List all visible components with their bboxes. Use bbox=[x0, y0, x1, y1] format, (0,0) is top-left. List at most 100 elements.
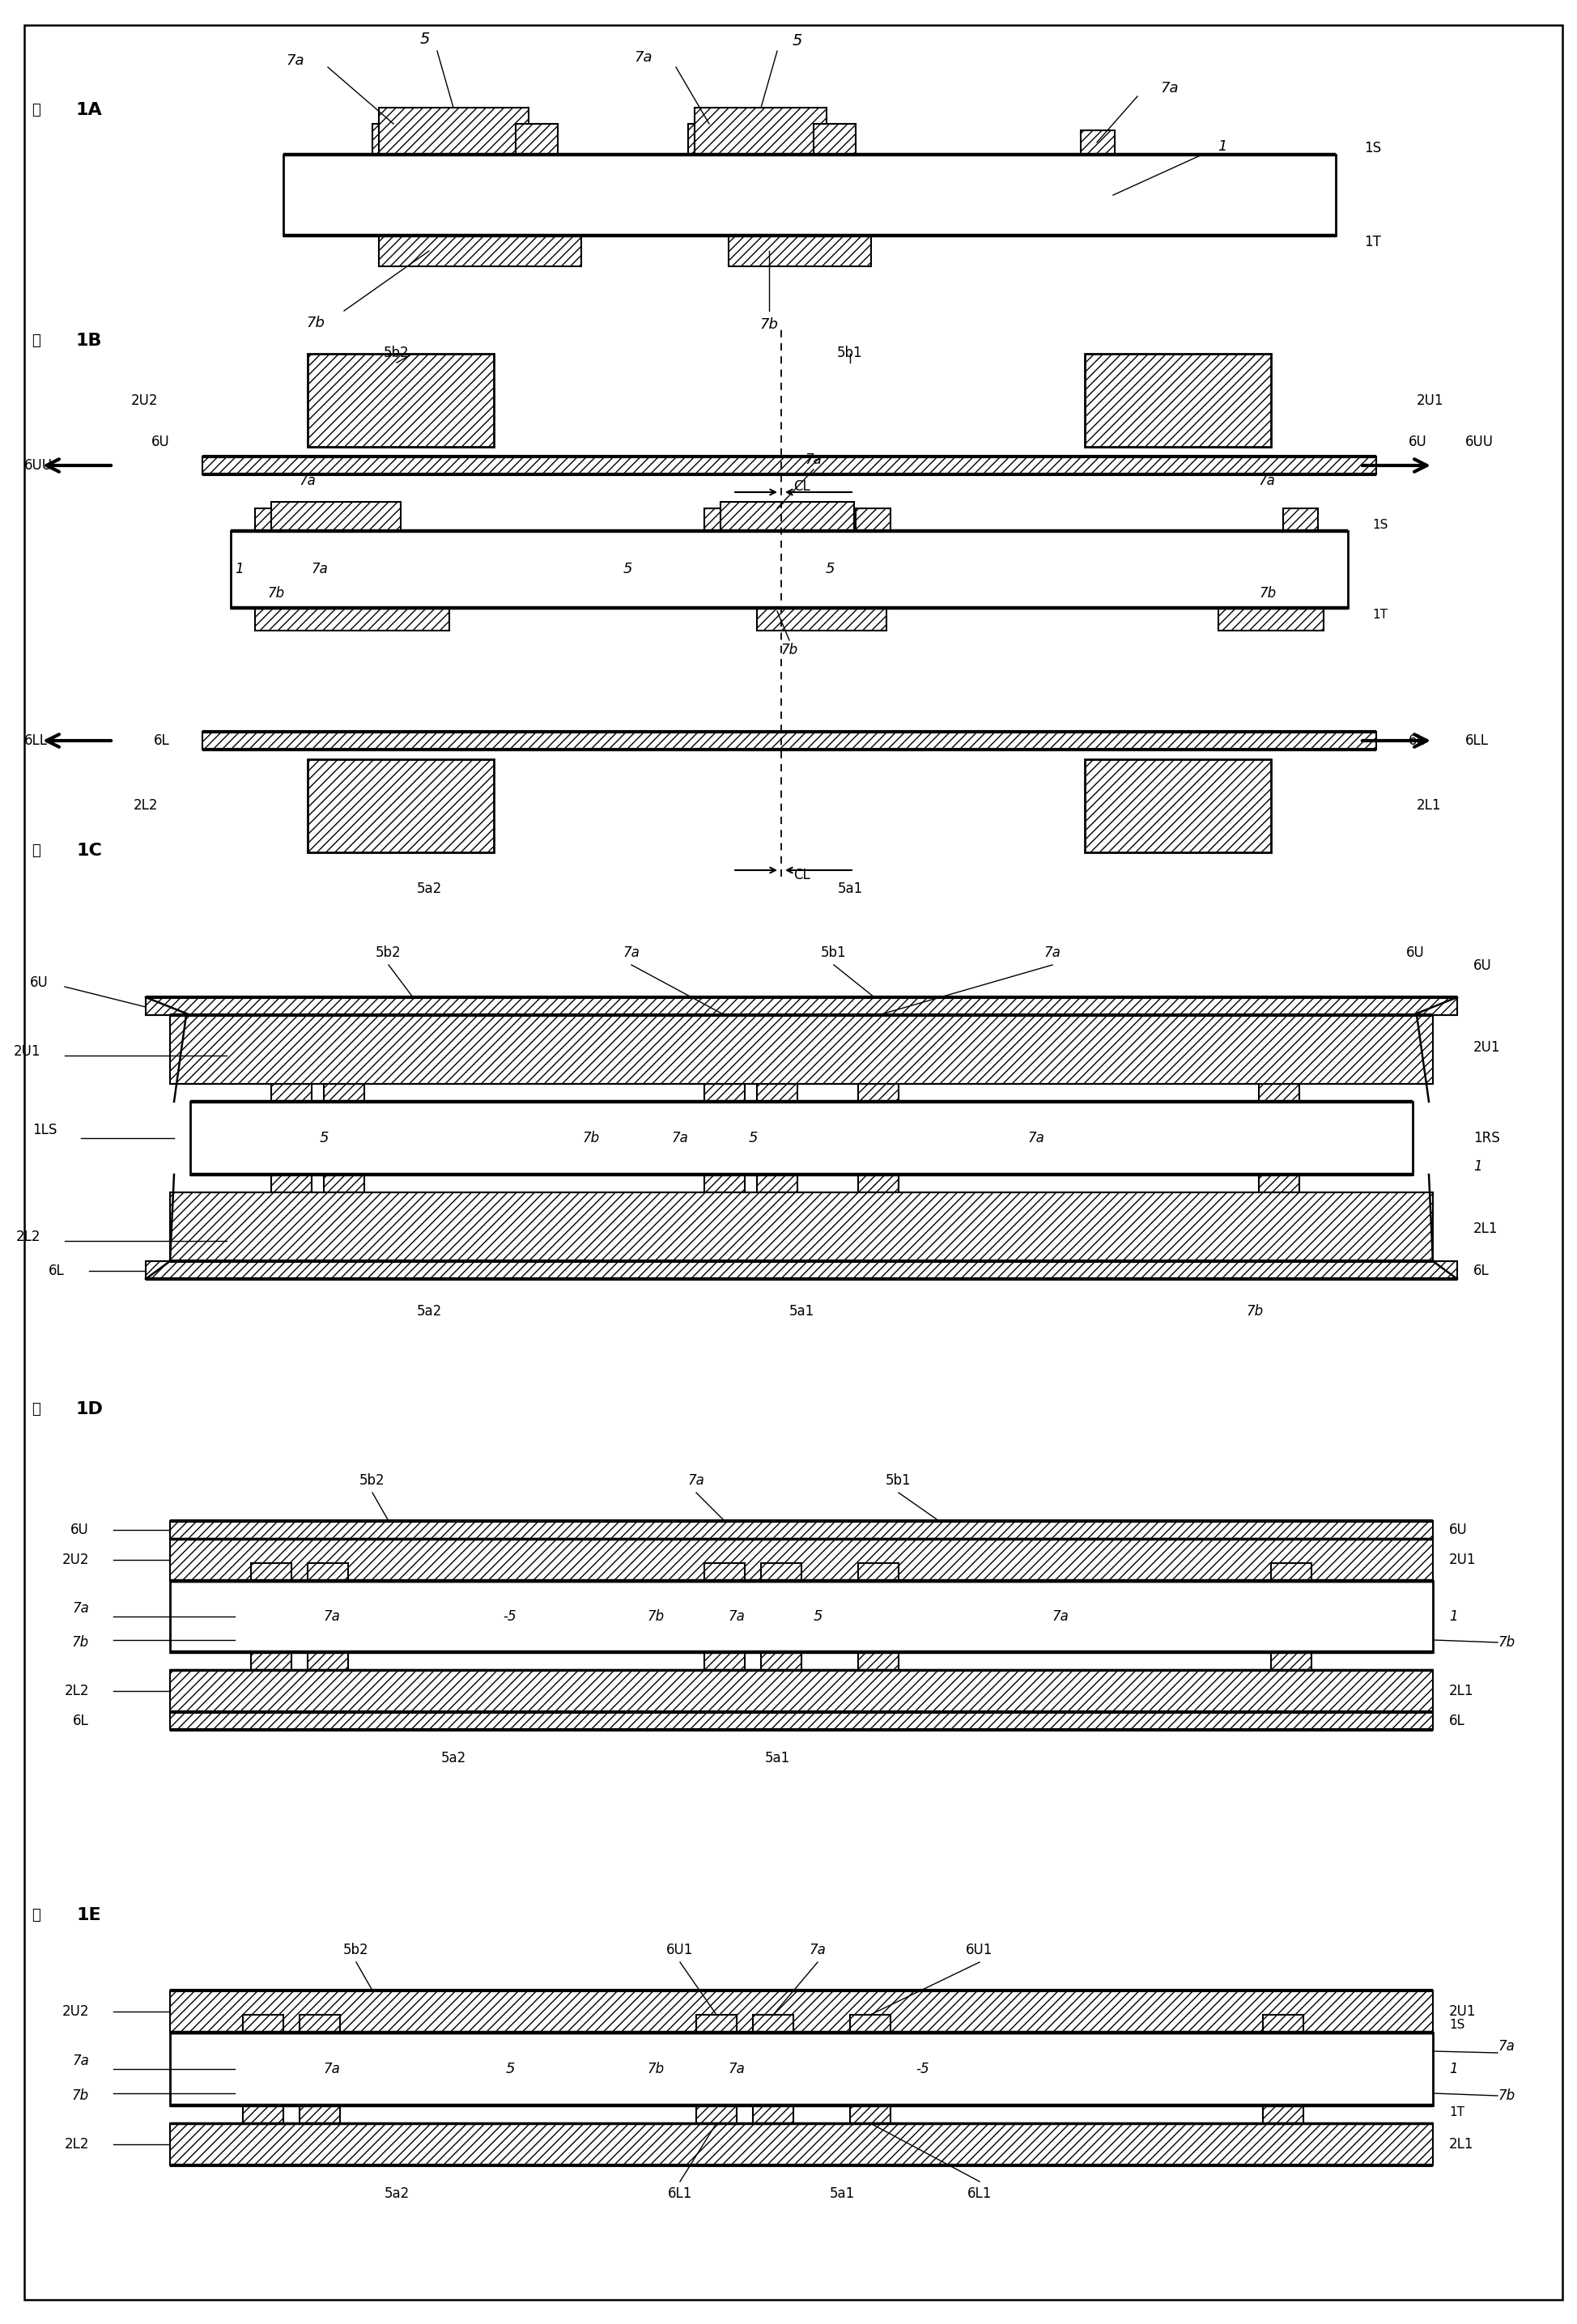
Text: 7a: 7a bbox=[672, 1132, 689, 1146]
Text: 1D: 1D bbox=[76, 1401, 103, 1418]
Text: 图: 图 bbox=[32, 844, 41, 858]
Text: 1B: 1B bbox=[76, 332, 103, 349]
Bar bbox=[271, 1083, 312, 1102]
Text: 5b2: 5b2 bbox=[360, 1473, 385, 1487]
Text: 1S: 1S bbox=[1449, 2020, 1465, 2031]
Bar bbox=[271, 1174, 312, 1192]
Text: 2U2: 2U2 bbox=[62, 1552, 88, 1566]
Text: 图: 图 bbox=[32, 102, 41, 119]
Text: 2U2: 2U2 bbox=[131, 393, 158, 407]
Text: 7b: 7b bbox=[582, 1132, 599, 1146]
Bar bbox=[170, 1671, 1433, 1713]
Text: 2U1: 2U1 bbox=[1473, 1041, 1500, 1055]
Text: 7a: 7a bbox=[1161, 81, 1180, 95]
Text: 1C: 1C bbox=[76, 844, 103, 860]
Text: 5: 5 bbox=[505, 2061, 514, 2075]
Bar bbox=[255, 509, 290, 530]
Text: 7a: 7a bbox=[634, 51, 653, 65]
Text: 6U: 6U bbox=[1408, 435, 1427, 449]
Text: 5: 5 bbox=[792, 33, 803, 49]
Text: 5b2: 5b2 bbox=[383, 346, 410, 360]
Text: 7a: 7a bbox=[688, 1473, 705, 1487]
Text: 5a1: 5a1 bbox=[788, 1304, 814, 1318]
Bar bbox=[1263, 2015, 1303, 2034]
Text: 7a: 7a bbox=[73, 2054, 88, 2068]
Text: 7a: 7a bbox=[623, 946, 640, 960]
Text: 1: 1 bbox=[1449, 1608, 1457, 1624]
Bar bbox=[372, 123, 415, 156]
Text: 2L1: 2L1 bbox=[1449, 2138, 1474, 2152]
Bar bbox=[170, 2034, 1433, 2106]
Text: 7a: 7a bbox=[323, 2061, 341, 2075]
Text: 1T: 1T bbox=[1364, 235, 1381, 249]
Text: 7a: 7a bbox=[809, 1943, 826, 1957]
Bar bbox=[858, 1083, 899, 1102]
Text: 5: 5 bbox=[825, 562, 834, 576]
Text: 7a: 7a bbox=[1052, 1608, 1069, 1624]
Bar bbox=[251, 1564, 292, 1580]
Text: 2L2: 2L2 bbox=[65, 1683, 88, 1699]
Bar bbox=[856, 509, 889, 530]
Text: 5a1: 5a1 bbox=[830, 2187, 855, 2201]
Bar bbox=[145, 1262, 1457, 1278]
Text: 6L: 6L bbox=[1473, 1264, 1489, 1278]
Text: 1: 1 bbox=[1473, 1160, 1482, 1174]
Text: 7b: 7b bbox=[267, 586, 284, 600]
Text: 图: 图 bbox=[32, 1401, 41, 1418]
Bar bbox=[170, 1989, 1433, 2034]
Bar bbox=[308, 1652, 349, 1671]
Text: 6U: 6U bbox=[30, 976, 49, 990]
Text: 2L1: 2L1 bbox=[1473, 1222, 1498, 1236]
Bar bbox=[308, 1564, 349, 1580]
Bar bbox=[378, 235, 580, 267]
Text: 5: 5 bbox=[747, 1132, 757, 1146]
Bar bbox=[170, 1580, 1433, 1652]
Bar bbox=[694, 107, 826, 156]
Bar bbox=[1085, 353, 1271, 446]
Bar bbox=[1219, 609, 1323, 630]
Text: 5b2: 5b2 bbox=[344, 1943, 369, 1957]
Bar bbox=[145, 997, 1457, 1016]
Bar bbox=[729, 235, 871, 267]
Text: CL: CL bbox=[793, 867, 811, 883]
Bar bbox=[850, 2015, 891, 2034]
Bar bbox=[284, 156, 1336, 235]
Bar bbox=[705, 1652, 744, 1671]
Text: 7a: 7a bbox=[1258, 474, 1276, 488]
Bar bbox=[202, 456, 1377, 474]
Bar bbox=[243, 2106, 284, 2124]
Text: 7a: 7a bbox=[1044, 946, 1061, 960]
Text: 5a2: 5a2 bbox=[416, 881, 442, 897]
Text: 7b: 7b bbox=[1498, 2089, 1515, 2103]
Bar bbox=[721, 502, 855, 530]
Text: 7a: 7a bbox=[806, 453, 822, 467]
Text: 7b: 7b bbox=[73, 2089, 88, 2103]
Text: -5: -5 bbox=[916, 2061, 929, 2075]
Text: 7b: 7b bbox=[760, 318, 779, 332]
Text: 7b: 7b bbox=[1258, 586, 1276, 600]
Text: 1RS: 1RS bbox=[1473, 1132, 1500, 1146]
Bar bbox=[695, 2106, 736, 2124]
Text: 7a: 7a bbox=[729, 1608, 746, 1624]
Bar bbox=[762, 1564, 801, 1580]
Text: 7b: 7b bbox=[306, 316, 325, 330]
Text: 2U1: 2U1 bbox=[1449, 2003, 1476, 2020]
Text: 2L1: 2L1 bbox=[1416, 799, 1441, 813]
Bar bbox=[1284, 509, 1317, 530]
Bar bbox=[757, 1083, 798, 1102]
Text: 5: 5 bbox=[319, 1132, 328, 1146]
Text: 7a: 7a bbox=[311, 562, 328, 576]
Text: 1T: 1T bbox=[1449, 2106, 1465, 2117]
Text: 5a1: 5a1 bbox=[837, 881, 863, 897]
Text: 7a: 7a bbox=[300, 474, 315, 488]
Bar bbox=[695, 2015, 736, 2034]
Bar bbox=[271, 502, 401, 530]
Text: 图: 图 bbox=[32, 335, 41, 349]
Text: 1: 1 bbox=[1217, 139, 1227, 153]
Text: 5b1: 5b1 bbox=[837, 346, 863, 360]
Bar bbox=[308, 353, 494, 446]
Text: 1E: 1E bbox=[77, 1908, 101, 1924]
Bar bbox=[762, 1652, 801, 1671]
Text: 6U1: 6U1 bbox=[667, 1943, 694, 1957]
Bar bbox=[378, 107, 528, 156]
